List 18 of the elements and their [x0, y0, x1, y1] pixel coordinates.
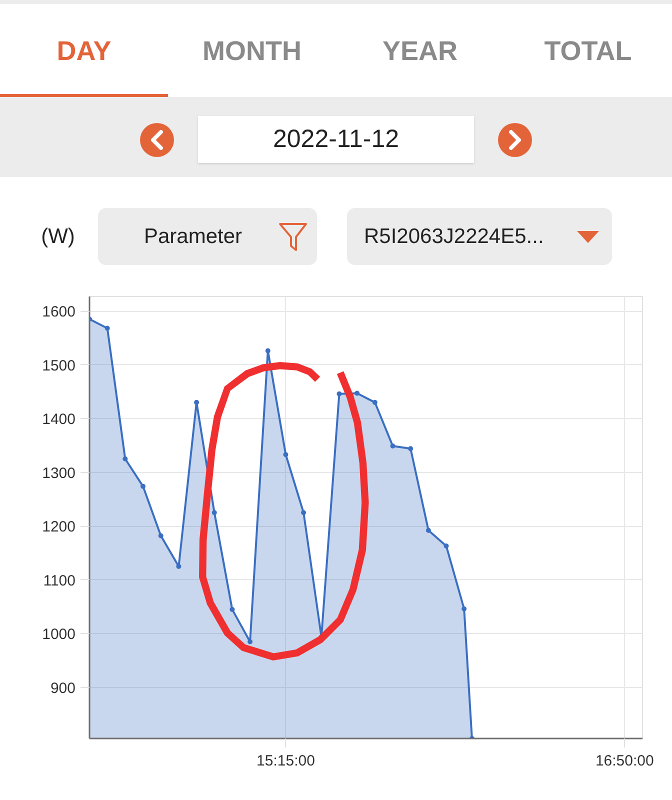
- y-tick-label: 1200: [42, 518, 76, 536]
- y-tick-label: 1500: [42, 357, 76, 374]
- x-tick-label: 15:15:00: [256, 752, 315, 770]
- y-axis-title: (W): [40, 224, 76, 250]
- y-tick-label: 900: [50, 680, 76, 697]
- x-tick-label: 16:50:00: [595, 752, 654, 770]
- text: DAY: [56, 35, 112, 68]
- text: R5I2063J2224E5...: [364, 224, 545, 250]
- text: TOTAL: [543, 35, 633, 68]
- text: MONTH: [202, 35, 302, 68]
- text: YEAR: [381, 35, 458, 68]
- y-tick-label: 1400: [42, 411, 76, 428]
- text: Parameter: [142, 224, 244, 250]
- y-tick-label: 1000: [42, 626, 76, 644]
- y-tick-label: 1300: [42, 464, 76, 482]
- chart-title: 2022-11-12: [198, 116, 474, 163]
- y-tick-label: 1600: [42, 304, 76, 321]
- y-tick-label: 1100: [43, 572, 76, 590]
